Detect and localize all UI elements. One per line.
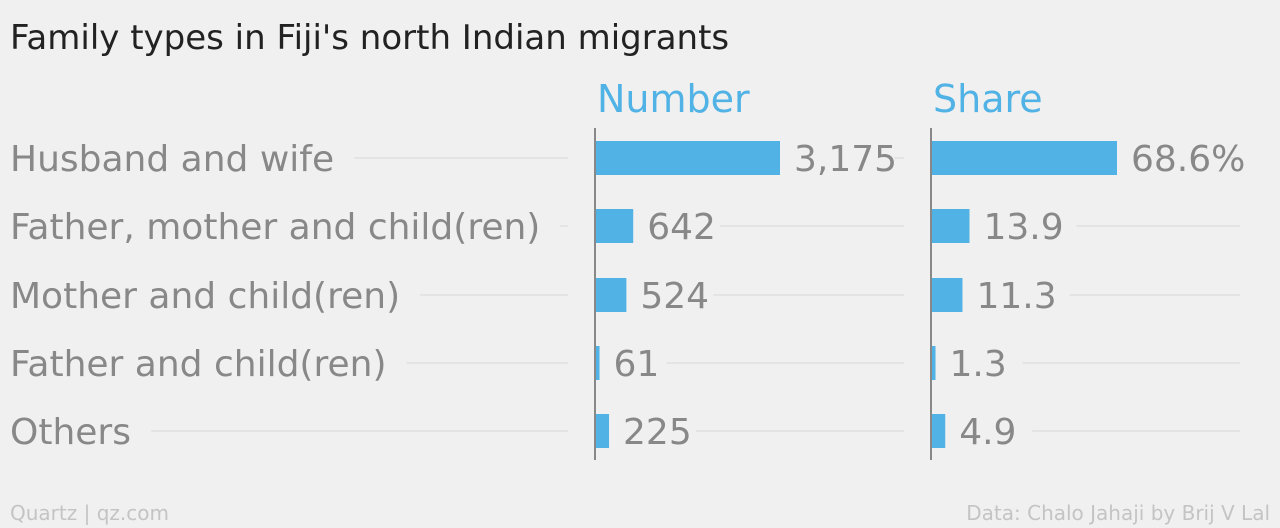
category-label: Father and child(ren) bbox=[10, 344, 387, 385]
number-value-label: 3,175 bbox=[794, 139, 897, 180]
share-bar bbox=[932, 209, 970, 243]
category-labels: Husband and wife Father, mother and child… bbox=[10, 139, 540, 453]
share-value-label: 4.9 bbox=[959, 412, 1016, 453]
chart-title: Family types in Fiji's north Indian migr… bbox=[10, 18, 729, 58]
number-panel: Number 3,175 642 524 61 225 bbox=[594, 77, 897, 460]
share-bar bbox=[932, 414, 946, 448]
number-bar bbox=[596, 209, 634, 243]
share-value-label: 68.6% bbox=[1131, 139, 1245, 180]
share-value-label: 13.9 bbox=[983, 207, 1063, 248]
category-label: Husband and wife bbox=[10, 139, 334, 180]
number-value-label: 61 bbox=[614, 344, 660, 385]
number-value-label: 524 bbox=[640, 276, 709, 317]
share-panel: Share 68.6% 13.9 11.3 1.3 4.9 bbox=[930, 77, 1245, 460]
share-value-label: 1.3 bbox=[950, 344, 1007, 385]
footer-data-credit: Data: Chalo Jahaji by Brij V Lal bbox=[966, 501, 1270, 525]
share-value-label: 11.3 bbox=[976, 276, 1056, 317]
category-label: Others bbox=[10, 412, 131, 453]
guide-lines bbox=[150, 157, 1240, 432]
share-bar bbox=[932, 346, 936, 380]
number-column-header: Number bbox=[597, 77, 750, 121]
number-bar bbox=[596, 346, 600, 380]
number-bar bbox=[596, 414, 610, 448]
footer-source-quartz: Quartz | qz.com bbox=[10, 501, 169, 525]
category-label: Mother and child(ren) bbox=[10, 276, 400, 317]
number-bar bbox=[596, 278, 627, 312]
share-bar bbox=[932, 141, 1117, 175]
number-value-label: 225 bbox=[623, 412, 692, 453]
share-column-header: Share bbox=[933, 77, 1043, 121]
category-label: Father, mother and child(ren) bbox=[10, 207, 540, 248]
share-bar bbox=[932, 278, 963, 312]
number-value-label: 642 bbox=[647, 207, 716, 248]
number-bar bbox=[596, 141, 780, 175]
